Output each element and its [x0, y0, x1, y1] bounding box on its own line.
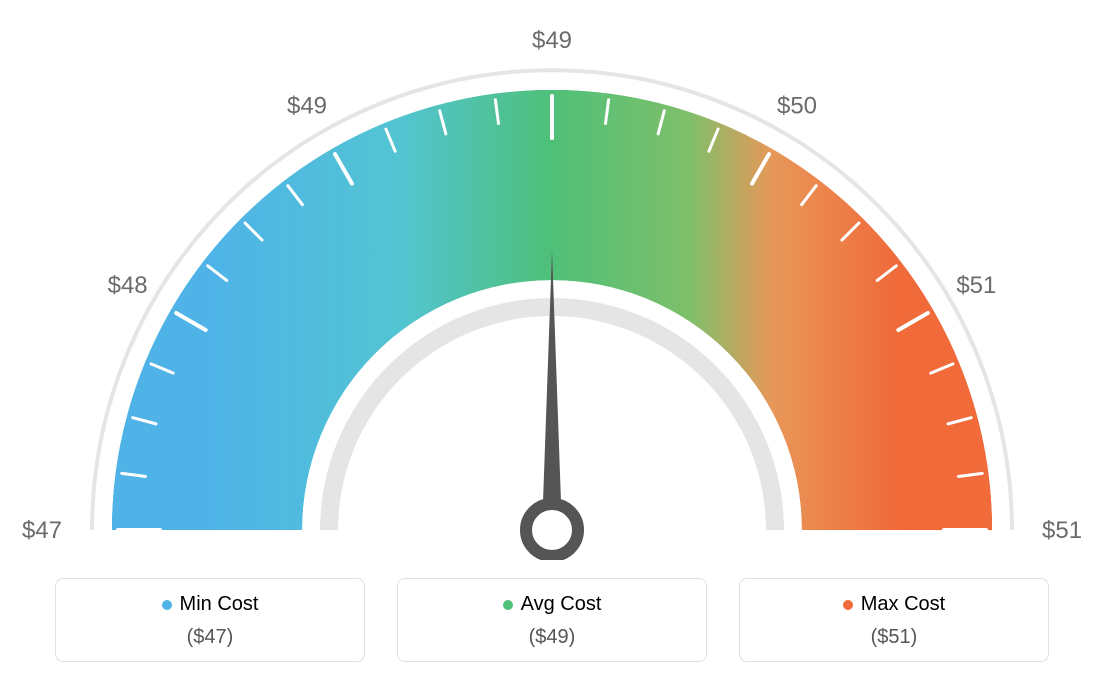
legend-value-min: ($47)	[56, 626, 364, 649]
legend-title-min: Min Cost	[162, 593, 259, 616]
gauge-tick-label: $47	[22, 517, 62, 544]
gauge-tick-label: $51	[956, 272, 996, 299]
legend-title-max: Max Cost	[843, 593, 945, 616]
legend-card-max: Max Cost ($51)	[739, 578, 1049, 662]
legend-card-min: Min Cost ($47)	[55, 578, 365, 662]
legend-label-min: Min Cost	[180, 593, 259, 616]
dot-icon	[843, 600, 853, 610]
gauge-tick-label: $49	[532, 27, 572, 54]
chart-container: $47 $48 $49 $49 $50 $51 $51 Min Cost ($47) Avg…	[0, 0, 1104, 690]
gauge-tick-label: $51	[1042, 517, 1082, 544]
legend-label-avg: Avg Cost	[521, 593, 602, 616]
legend-label-max: Max Cost	[861, 593, 945, 616]
gauge-tick-label: $48	[108, 272, 148, 299]
gauge-tick-label: $50	[777, 93, 817, 120]
legend-title-avg: Avg Cost	[503, 593, 602, 616]
dot-icon	[503, 600, 513, 610]
legend-card-avg: Avg Cost ($49)	[397, 578, 707, 662]
gauge-area: $47 $48 $49 $49 $50 $51 $51	[0, 0, 1104, 560]
legend-value-max: ($51)	[740, 626, 1048, 649]
gauge-tick-label: $49	[287, 93, 327, 120]
legend-row: Min Cost ($47) Avg Cost ($49) Max Cost (…	[0, 578, 1104, 662]
legend-value-avg: ($49)	[398, 626, 706, 649]
gauge-svg: $47 $48 $49 $49 $50 $51 $51	[0, 0, 1104, 560]
dot-icon	[162, 600, 172, 610]
